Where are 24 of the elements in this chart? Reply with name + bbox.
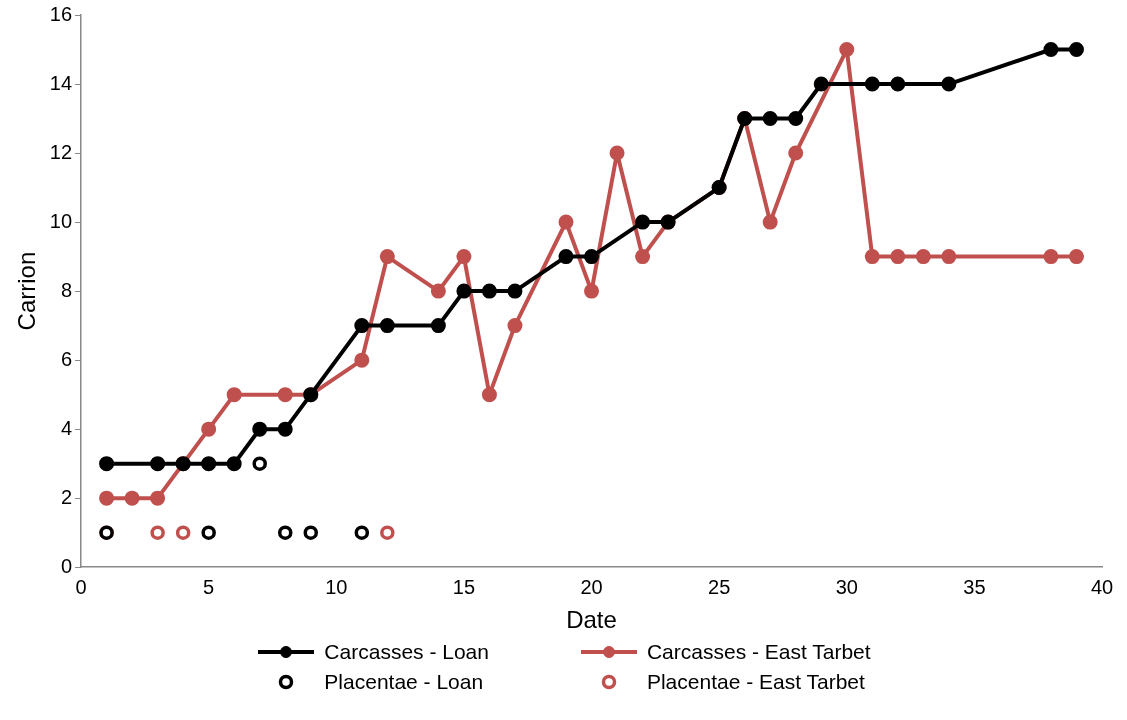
y-tick-label: 0 — [60, 554, 73, 577]
x-tick-label: 15 — [452, 575, 476, 598]
legend-label: Carcasses - East Tarbet — [646, 640, 871, 664]
x-tick-label: 5 — [203, 575, 215, 598]
x-tick-label: 10 — [325, 575, 348, 598]
y-tick-label: 4 — [60, 416, 73, 439]
legend-label: Carcasses - Loan — [324, 640, 489, 664]
y-tick-label: 8 — [60, 278, 73, 301]
y-tick-label: 2 — [60, 485, 73, 508]
x-tick-label: 20 — [580, 575, 603, 598]
y-tick-label: 10 — [49, 209, 73, 232]
x-tick-label: 40 — [1090, 575, 1114, 598]
y-axis-title: Carrion — [13, 251, 41, 331]
x-axis-title: Date — [566, 606, 617, 634]
x-tick-label: 0 — [75, 575, 87, 598]
x-tick-label: 30 — [835, 575, 858, 598]
y-tick-label: 12 — [49, 140, 73, 163]
legend-label: Placentae - East Tarbet — [646, 670, 865, 694]
legend-label: Placentae - Loan — [324, 670, 484, 694]
y-tick-label: 6 — [60, 347, 73, 370]
x-tick-label: 35 — [963, 575, 986, 598]
x-tick-label: 25 — [708, 575, 731, 598]
y-tick-label: 14 — [49, 71, 73, 94]
y-tick-label: 16 — [49, 2, 73, 25]
